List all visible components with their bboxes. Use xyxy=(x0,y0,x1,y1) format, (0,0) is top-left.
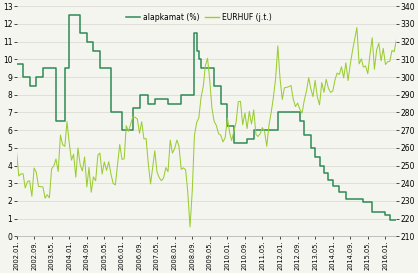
Legend: alapkamat (%), EURHUF (j.t.): alapkamat (%), EURHUF (j.t.) xyxy=(123,10,275,25)
